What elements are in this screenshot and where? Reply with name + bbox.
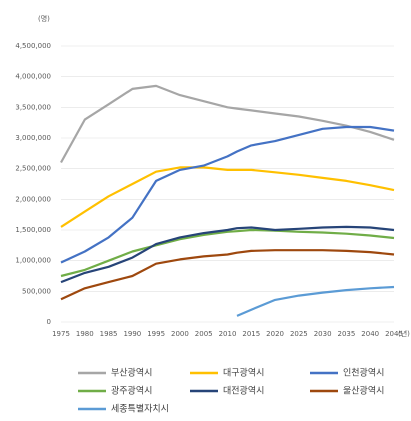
x-tick-label: 1980 [76,330,94,338]
x-tick-label: 1985 [100,330,118,338]
series-line [60,84,395,164]
series-line [60,249,395,301]
legend-label: 광주광역시 [111,385,152,397]
y-tick-label: 4,500,000 [15,42,51,50]
legend-label: 부산광역시 [111,367,152,379]
x-tick-label: 2035 [338,330,356,338]
series-line [60,228,395,278]
x-tick-label: 2040 [361,330,379,338]
y-unit: (명) [38,14,50,23]
y-tick-label: 4,000,000 [15,73,51,81]
y-tick-label: 3,000,000 [15,134,51,142]
y-tick-label: 1,500,000 [15,226,51,234]
legend-label: 인천광역시 [343,367,384,379]
x-tick-label: 1990 [123,330,141,338]
legend-label: 세종특별자치시 [111,403,169,415]
y-tick-label: 2,500,000 [15,165,51,173]
y-tick-label: 500,000 [22,287,51,295]
x-tick-label: 2025 [290,330,308,338]
x-tick-label: 2000 [171,330,189,338]
x-unit: (년) [398,329,410,338]
y-tick-label: 3,500,000 [15,103,51,111]
legend-label: 울산광역시 [343,385,384,397]
x-tick-label: 2015 [242,330,260,338]
x-tick-label: 2045 [385,330,403,338]
legend-label: 대구광역시 [223,367,264,379]
y-tick-label: 1,000,000 [15,257,51,265]
x-tick-label: 2030 [314,330,332,338]
y-tick-label: 0 [47,318,51,326]
legend-label: 대전광역시 [223,385,264,397]
series-line [60,225,395,284]
x-tick-label: 2010 [219,330,237,338]
x-tick-label: 1995 [147,330,165,338]
y-tick-label: 2,000,000 [15,195,51,203]
x-tick-label: 2020 [266,330,284,338]
x-tick-label: 1975 [52,330,70,338]
series-line [236,285,395,317]
series-line [60,125,395,264]
x-tick-label: 2005 [195,330,213,338]
series-line [60,166,395,228]
